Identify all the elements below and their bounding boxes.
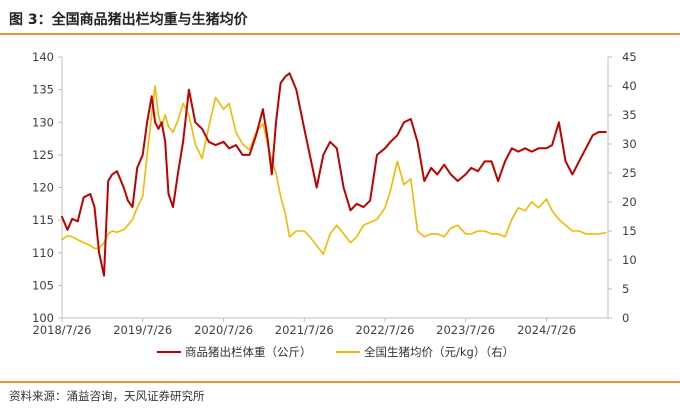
left-tick-label: 125	[32, 148, 54, 162]
chart-header: 图 3：全国商品猪出栏均重与生猪均价	[0, 0, 680, 36]
legend-price-label: 全国生猪均价（元/kg）（右）	[364, 345, 514, 359]
price-series-line	[61, 85, 607, 255]
source-note: 资料来源：涌益咨询，天风证券研究所	[9, 389, 205, 403]
right-tick-label: 45	[622, 50, 637, 64]
x-tick-label: 2018/7/26	[33, 323, 92, 337]
right-tick-label: 40	[622, 79, 637, 93]
dual-axis-line-chart: 100 105 110 115 120 125 130 135 140 0 5 10 15 20 25 30…	[32, 50, 637, 359]
right-tick-label: 0	[622, 311, 629, 325]
x-tick-label: 2022/7/26	[355, 323, 414, 337]
x-tick-label: 2023/7/26	[436, 323, 495, 337]
x-tick-label: 2024/7/26	[517, 323, 576, 337]
left-tick-label: 105	[32, 278, 54, 292]
right-tick-label: 10	[622, 253, 637, 267]
right-tick-label: 35	[622, 108, 637, 122]
left-tick-label: 110	[32, 246, 54, 260]
right-y-axis: 0 5 10 15 20 25 30 35 40 45	[607, 50, 637, 325]
weight-series-line	[61, 72, 607, 277]
right-tick-label: 30	[622, 137, 637, 151]
right-tick-label: 20	[622, 195, 637, 209]
left-tick-label: 130	[32, 115, 54, 129]
chart-title: 图 3：全国商品猪出栏均重与生猪均价	[9, 12, 248, 28]
left-tick-label: 120	[32, 181, 54, 195]
x-tick-label: 2020/7/26	[194, 323, 253, 337]
left-tick-label: 115	[32, 213, 54, 227]
x-axis: 2018/7/26 2019/7/26 2020/7/26 2021/7/26 2022…	[33, 317, 608, 337]
legend-weight-label: 商品猪出栏体重（公斤）	[185, 345, 312, 359]
left-tick-label: 140	[32, 50, 54, 64]
series-lines	[61, 72, 607, 277]
left-tick-label: 100	[32, 311, 54, 325]
left-tick-label: 135	[32, 83, 54, 97]
x-tick-label: 2021/7/26	[275, 323, 334, 337]
footer-rule	[0, 381, 680, 383]
right-tick-label: 15	[622, 224, 637, 238]
right-tick-label: 5	[622, 282, 629, 296]
header-rule	[0, 33, 680, 35]
legend: 商品猪出栏体重（公斤） 全国生猪均价（元/kg）（右）	[157, 345, 514, 359]
right-tick-label: 25	[622, 166, 637, 180]
left-y-axis: 100 105 110 115 120 125 130 135 140	[32, 50, 63, 325]
x-tick-label: 2019/7/26	[113, 323, 172, 337]
